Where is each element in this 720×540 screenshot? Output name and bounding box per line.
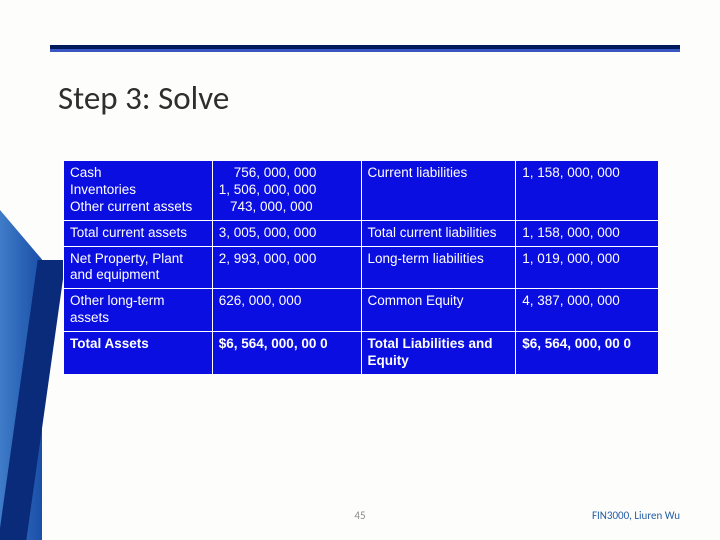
balance-sheet-table-wrap: CashInventoriesOther current assets 756,… — [63, 160, 659, 375]
table-cell: 2, 993, 000, 000 — [212, 246, 361, 289]
table-cell: Other long-term assets — [64, 289, 213, 332]
slide-frame: Step 3: Solve CashInventoriesOther curre… — [0, 0, 720, 540]
table-cell: 626, 000, 000 — [212, 289, 361, 332]
footer-right: FIN3000, Liuren Wu — [592, 509, 680, 522]
table-cell: Total current assets — [64, 220, 213, 246]
table-cell: Total Liabilities and Equity — [361, 332, 516, 375]
table-row: Other long-term assets626, 000, 000Commo… — [64, 289, 659, 332]
table-cell: CashInventoriesOther current assets — [64, 161, 213, 221]
table-cell: 1, 019, 000, 000 — [516, 246, 659, 289]
table-cell: Net Property, Plant and equipment — [64, 246, 213, 289]
table-cell: 1, 158, 000, 000 — [516, 161, 659, 221]
table-cell: 3, 005, 000, 000 — [212, 220, 361, 246]
table-cell: 756, 000, 0001, 506, 000, 000 743, 000, … — [212, 161, 361, 221]
table-row: Net Property, Plant and equipment2, 993,… — [64, 246, 659, 289]
table-row: Total current assets3, 005, 000, 000Tota… — [64, 220, 659, 246]
balance-sheet-table: CashInventoriesOther current assets 756,… — [63, 160, 659, 375]
table-cell: $6, 564, 000, 00 0 — [516, 332, 659, 375]
table-row: Total Assets$6, 564, 000, 00 0Total Liab… — [64, 332, 659, 375]
table-cell: $6, 564, 000, 00 0 — [212, 332, 361, 375]
table-cell: Common Equity — [361, 289, 516, 332]
table-cell: Current liabilities — [361, 161, 516, 221]
top-accent-bar — [50, 45, 680, 49]
table-row: CashInventoriesOther current assets 756,… — [64, 161, 659, 221]
table-cell: Long-term liabilities — [361, 246, 516, 289]
table-cell: 1, 158, 000, 000 — [516, 220, 659, 246]
table-cell: Total Assets — [64, 332, 213, 375]
table-cell: Total current liabilities — [361, 220, 516, 246]
table-cell: 4, 387, 000, 000 — [516, 289, 659, 332]
slide-title: Step 3: Solve — [58, 78, 229, 118]
